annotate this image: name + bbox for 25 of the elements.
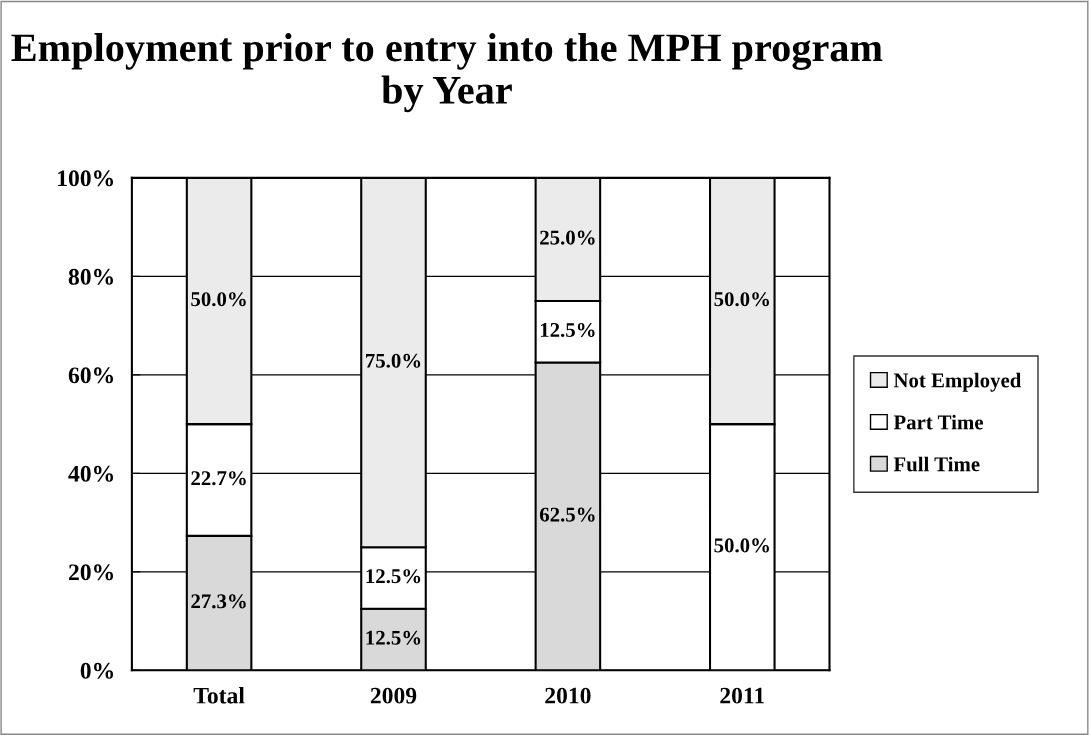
chart-title: Employment prior to entry into the MPH program by Year xyxy=(11,33,883,113)
data-label: 22.7% xyxy=(191,471,246,486)
y-tick-label: 80% xyxy=(68,268,114,285)
data-label: 50.0% xyxy=(714,538,769,553)
x-tick-label: 2011 xyxy=(720,687,765,704)
data-label: 12.5% xyxy=(540,322,595,338)
data-label: 50.0% xyxy=(191,292,246,307)
data-label: 75.0% xyxy=(366,353,421,368)
data-label: 62.5% xyxy=(539,507,595,522)
data-label: 25.0% xyxy=(540,230,595,245)
y-tick-label: 20% xyxy=(68,564,114,581)
data-label: 50.0% xyxy=(714,292,769,307)
y-tick-label: 60% xyxy=(68,367,114,384)
legend-label: Full Time xyxy=(893,456,980,472)
x-tick-label: Total xyxy=(193,686,245,704)
data-label: 27.3% xyxy=(191,594,246,609)
x-tick-label: 2010 xyxy=(545,687,591,704)
x-tick-label: 2009 xyxy=(370,687,417,704)
data-label: 12.5% xyxy=(366,630,421,645)
data-label: 12.5% xyxy=(366,569,421,584)
legend-label: Not Employed xyxy=(893,372,1022,392)
y-tick-label: 100% xyxy=(58,170,114,187)
y-tick-label: 40% xyxy=(68,465,114,482)
legend-label: Part Time xyxy=(893,414,983,430)
y-tick-label: 0% xyxy=(80,662,114,679)
